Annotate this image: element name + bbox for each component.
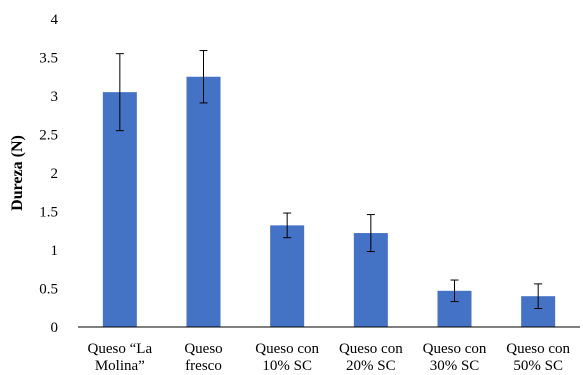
x-tick-label: Queso “La Molina” — [88, 341, 153, 374]
y-tick-label: 1 — [51, 243, 59, 259]
x-tick-label-line: Queso “La — [88, 341, 153, 357]
x-tick-label: Queso con 30% SC — [423, 341, 487, 374]
x-tick-label: Queso con 20% SC — [339, 341, 403, 374]
error-bar — [366, 214, 375, 253]
x-tick-label-line: 20% SC — [346, 358, 396, 374]
bar — [186, 76, 221, 327]
x-tick-label-line: Queso con — [423, 341, 487, 357]
y-tick-label: 2.5 — [39, 128, 58, 144]
x-tick-label-line: fresco — [185, 358, 222, 374]
x-tick-label-line: Queso — [184, 341, 222, 357]
y-tick-label: 2 — [51, 166, 59, 182]
bars — [102, 76, 556, 328]
error-bar — [283, 212, 292, 239]
x-tick-label-line: 30% SC — [430, 358, 480, 374]
x-tick-label-line: Queso con — [506, 341, 570, 357]
y-axis-ticks: 0 0.5 1 1.5 2 2.5 3 3.5 4 — [39, 12, 58, 336]
x-tick-label: Queso fresco — [184, 341, 222, 374]
y-tick-label: 3.5 — [39, 51, 58, 67]
error-bar — [199, 50, 208, 104]
error-bar — [534, 283, 543, 310]
y-tick-label: 1.5 — [39, 205, 58, 221]
x-tick-label-line: Queso con — [339, 341, 403, 357]
y-tick-label: 4 — [51, 12, 59, 28]
y-tick-label: 0.5 — [39, 282, 58, 298]
bar — [102, 92, 137, 328]
x-tick-label: Queso con 10% SC — [255, 341, 319, 374]
y-tick-label: 3 — [51, 89, 59, 105]
bar — [270, 225, 305, 327]
y-tick-label: 0 — [51, 320, 59, 336]
x-tick-label-line: Molina” — [95, 358, 145, 374]
x-tick-label-line: 50% SC — [513, 358, 563, 374]
error-bar — [450, 279, 459, 303]
error-bars — [115, 50, 543, 310]
x-tick-label-line: Queso con — [255, 341, 319, 357]
x-tick-label-line: 10% SC — [262, 358, 312, 374]
x-tick-label: Queso con 50% SC — [506, 341, 570, 374]
y-axis-title: Dureza (N) — [9, 135, 26, 211]
error-bar — [115, 53, 124, 132]
